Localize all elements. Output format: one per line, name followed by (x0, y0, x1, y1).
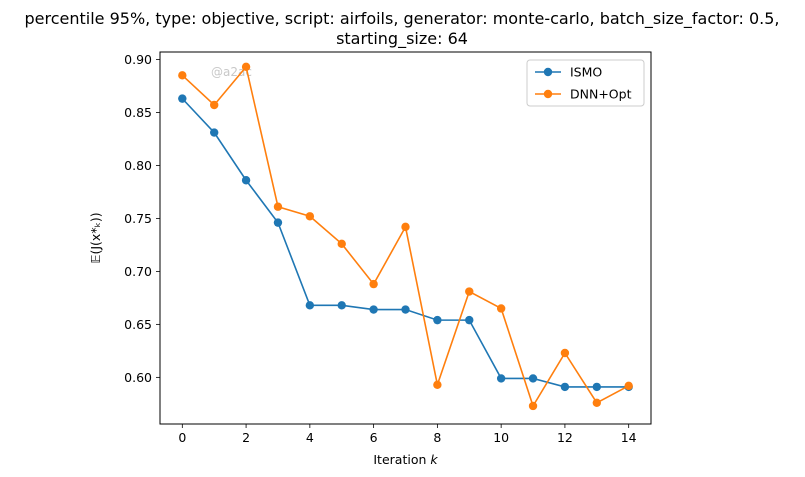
data-point (401, 305, 410, 314)
y-tick-label: 0.65 (124, 317, 152, 332)
data-point (528, 401, 538, 411)
y-tick-label: 0.90 (124, 52, 152, 67)
x-tick-label: 6 (370, 430, 378, 445)
data-point (273, 218, 283, 227)
data-point (241, 176, 251, 185)
legend-marker (543, 67, 553, 77)
x-tick-label: 2 (242, 430, 250, 445)
x-tick-label: 8 (433, 430, 441, 445)
series-2 (178, 62, 633, 411)
legend: ISMO DNN+Opt (526, 59, 645, 107)
data-point (210, 100, 219, 110)
series-layer (178, 62, 633, 411)
x-tick-label: 4 (306, 430, 314, 445)
x-tick-label: 10 (493, 430, 509, 445)
data-point (433, 315, 442, 325)
y-tick-label: 0.75 (124, 211, 152, 226)
x-axis: 0 2 4 6 8 10 12 14 (178, 424, 637, 445)
x-tick-label: 14 (621, 430, 637, 445)
legend-label: ISMO (570, 65, 602, 80)
data-point (305, 301, 315, 310)
data-point (560, 348, 570, 358)
watermark: @a2ac (211, 65, 252, 79)
data-point (369, 305, 378, 314)
data-point (305, 212, 315, 221)
data-point (178, 71, 187, 80)
data-point (560, 382, 570, 392)
y-tick-label: 0.60 (124, 370, 152, 385)
y-axis-label: 𝔼(J(x*ₖ)) (88, 212, 103, 263)
data-point (241, 62, 251, 72)
data-point (465, 315, 474, 325)
data-point (337, 239, 346, 249)
data-point (273, 202, 283, 211)
data-point (465, 287, 474, 296)
data-point (496, 374, 506, 383)
data-point (178, 94, 187, 103)
data-point (528, 374, 538, 383)
plot-frame (159, 51, 652, 425)
data-point (496, 304, 506, 313)
plot-area: @a2ac (159, 51, 652, 425)
data-point (592, 398, 601, 408)
x-axis-label-var: k (430, 452, 438, 467)
data-point (369, 279, 378, 289)
data-point (401, 222, 410, 232)
series-line (181, 98, 629, 388)
data-point (592, 382, 601, 392)
y-tick-label: 0.70 (124, 264, 152, 279)
x-axis-label: Iteration k (373, 452, 438, 467)
title-line: starting_size: 64 (336, 29, 468, 49)
y-tick-label: 0.85 (124, 105, 152, 120)
data-point (337, 301, 346, 310)
data-point (624, 381, 633, 391)
x-tick-label: 0 (178, 430, 186, 445)
y-tick-label: 0.80 (124, 158, 152, 173)
data-point (433, 380, 442, 389)
chart-title: percentile 95%, type: objective, script:… (25, 9, 780, 49)
legend-marker (543, 89, 553, 99)
series-1 (178, 94, 633, 392)
title-line: percentile 95%, type: objective, script:… (25, 9, 780, 29)
x-axis-label-text: Iteration (373, 452, 430, 467)
data-point (210, 128, 219, 137)
legend-label: DNN+Opt (570, 87, 632, 102)
y-axis: 0.60 0.65 0.70 0.75 0.80 0.85 0.90 (124, 52, 160, 385)
x-tick-label: 12 (557, 430, 573, 445)
